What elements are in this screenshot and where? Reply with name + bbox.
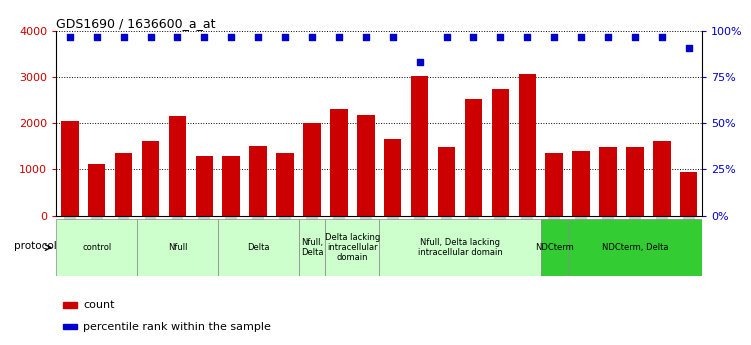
Point <box>225 34 237 39</box>
Text: Delta: Delta <box>247 243 270 252</box>
Bar <box>379 219 541 276</box>
Bar <box>411 76 428 216</box>
Point <box>279 34 291 39</box>
Text: NDCterm, Delta: NDCterm, Delta <box>602 243 668 252</box>
Bar <box>653 141 671 216</box>
Point <box>252 34 264 39</box>
Bar <box>492 89 509 216</box>
Bar <box>325 219 379 276</box>
Point <box>441 34 453 39</box>
Bar <box>88 164 105 216</box>
Point <box>467 34 479 39</box>
Bar <box>56 219 137 276</box>
Point <box>602 34 614 39</box>
Bar <box>572 151 590 216</box>
Bar <box>115 153 132 216</box>
Point <box>118 34 130 39</box>
Bar <box>222 156 240 216</box>
Bar <box>518 75 536 216</box>
Text: count: count <box>83 300 115 310</box>
Point <box>387 34 399 39</box>
Bar <box>465 99 482 216</box>
Point <box>656 34 668 39</box>
Point <box>548 34 560 39</box>
Bar <box>249 146 267 216</box>
Text: Delta lacking
intracellular
domain: Delta lacking intracellular domain <box>324 233 380 263</box>
Bar <box>303 124 321 216</box>
Point <box>306 34 318 39</box>
Point <box>629 34 641 39</box>
Text: protocol: protocol <box>14 241 57 252</box>
Point <box>171 34 183 39</box>
Bar <box>626 147 644 216</box>
Bar <box>142 141 159 216</box>
Text: Nfull: Nfull <box>167 243 187 252</box>
Bar <box>330 109 348 216</box>
Bar <box>545 153 563 216</box>
Bar <box>299 219 325 276</box>
Bar <box>541 219 568 276</box>
Point <box>360 34 372 39</box>
Point <box>494 34 506 39</box>
Text: NDCterm: NDCterm <box>535 243 574 252</box>
Bar <box>357 116 375 216</box>
Text: Nfull,
Delta: Nfull, Delta <box>300 238 323 257</box>
Bar <box>63 324 77 329</box>
Text: Nfull, Delta lacking
intracellular domain: Nfull, Delta lacking intracellular domai… <box>418 238 502 257</box>
Point <box>521 34 533 39</box>
Text: percentile rank within the sample: percentile rank within the sample <box>83 322 271 332</box>
Point <box>144 34 156 39</box>
Bar <box>438 147 455 216</box>
Bar <box>276 153 294 216</box>
Bar <box>599 147 617 216</box>
Bar <box>568 219 702 276</box>
Point <box>333 34 345 39</box>
Point <box>575 34 587 39</box>
Bar <box>169 116 186 216</box>
Point <box>198 34 210 39</box>
Text: GDS1690 / 1636600_a_at: GDS1690 / 1636600_a_at <box>56 17 216 30</box>
Bar <box>680 172 698 216</box>
Bar <box>195 156 213 216</box>
Point <box>414 60 426 65</box>
Bar <box>63 302 77 308</box>
Bar <box>384 139 402 216</box>
Point <box>91 34 103 39</box>
Point <box>683 45 695 50</box>
Bar <box>137 219 218 276</box>
Bar <box>218 219 299 276</box>
Text: control: control <box>82 243 111 252</box>
Bar <box>61 121 79 216</box>
Point <box>64 34 76 39</box>
